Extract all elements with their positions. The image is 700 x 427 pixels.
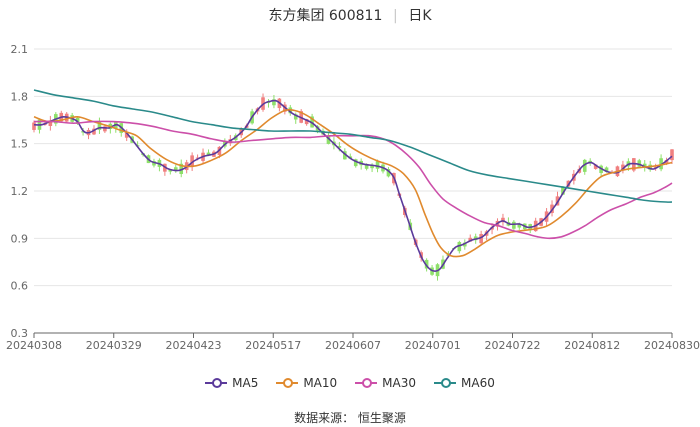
candle-body: [195, 157, 200, 159]
ma-line-ma60: [33, 89, 673, 203]
candle-body: [206, 152, 211, 156]
candle-body: [152, 161, 156, 166]
x-tick-label: 20240830: [644, 339, 700, 352]
stock-name: 东方集团 600811: [268, 8, 383, 24]
ma-line-ma5: [33, 99, 673, 272]
candle-body: [501, 217, 505, 223]
candle-body: [179, 163, 184, 175]
legend-label: MA5: [232, 376, 259, 390]
chart-title: 东方集团 600811 | 日K: [0, 5, 700, 25]
legend-swatch-icon: [276, 378, 299, 388]
candle-body: [190, 155, 194, 168]
candle-body: [353, 159, 358, 167]
candle-body: [364, 163, 369, 169]
legend-item-ma5[interactable]: MA5: [205, 376, 258, 390]
candle-body: [370, 164, 374, 169]
candle-body: [517, 223, 522, 228]
x-tick-label: 20240517: [245, 339, 301, 352]
candle-body: [512, 221, 516, 229]
candle-body: [582, 159, 587, 172]
candle-body: [326, 135, 331, 144]
candle-body: [124, 132, 129, 138]
candle-body: [659, 158, 663, 170]
candle-body: [310, 116, 314, 128]
legend-swatch-icon: [434, 378, 457, 388]
period-label: 日K: [408, 8, 432, 24]
candle-body: [386, 169, 391, 177]
candle-body: [168, 169, 173, 172]
x-tick-label: 20240308: [6, 339, 62, 352]
candle-body: [304, 119, 309, 125]
candle-body: [479, 233, 483, 244]
legend-item-ma30[interactable]: MA30: [355, 376, 416, 390]
candle-body: [337, 146, 342, 148]
x-tick-label: 20240722: [485, 339, 541, 352]
y-tick-label: 2.1: [11, 43, 29, 56]
y-tick-label: 0.9: [11, 232, 29, 245]
legend-label: MA30: [382, 376, 417, 390]
candle-body: [670, 149, 674, 161]
title-separator: |: [393, 8, 398, 24]
legend-item-ma10[interactable]: MA10: [276, 376, 337, 390]
candle-body: [561, 187, 565, 195]
candle-body: [637, 160, 642, 167]
y-tick-label: 1.8: [11, 90, 29, 103]
x-tick-label: 20240423: [166, 339, 222, 352]
candle-body: [272, 99, 276, 106]
ma-line-ma10: [33, 108, 673, 258]
candle-body: [48, 120, 53, 126]
x-tick-label: 20240329: [86, 339, 142, 352]
candle-body: [173, 167, 178, 171]
legend: MA5 MA10 MA30 MA60: [0, 376, 700, 390]
candle-body: [621, 164, 625, 171]
candle-body: [293, 114, 298, 120]
candle-body: [462, 242, 467, 247]
candle-body: [81, 131, 85, 133]
ma-line-ma30: [33, 120, 673, 240]
data-source: 数据来源： 恒生聚源: [294, 411, 406, 425]
legend-label: MA10: [303, 376, 338, 390]
candle-body: [375, 161, 380, 169]
legend-item-ma60[interactable]: MA60: [434, 376, 495, 390]
legend-swatch-icon: [355, 378, 378, 388]
candle-body: [604, 167, 609, 173]
x-tick-label: 20240607: [325, 339, 381, 352]
x-tick-label: 20240812: [564, 339, 620, 352]
candle-body: [424, 259, 429, 269]
candle-body: [97, 121, 102, 130]
candle-body: [32, 122, 36, 130]
candle-body: [457, 242, 462, 252]
candle-body: [343, 151, 347, 160]
candle-body: [103, 126, 107, 132]
legend-swatch-icon: [205, 378, 228, 388]
candle-body: [593, 164, 598, 169]
legend-label: MA60: [461, 376, 495, 390]
x-tick-label: 20240701: [405, 339, 461, 352]
y-tick-label: 0.3: [11, 327, 29, 340]
candle-body: [468, 237, 473, 242]
y-tick-label: 0.6: [11, 280, 29, 293]
y-tick-label: 1.5: [11, 138, 29, 151]
y-tick-label: 1.2: [11, 185, 29, 198]
candle-body: [92, 128, 96, 135]
